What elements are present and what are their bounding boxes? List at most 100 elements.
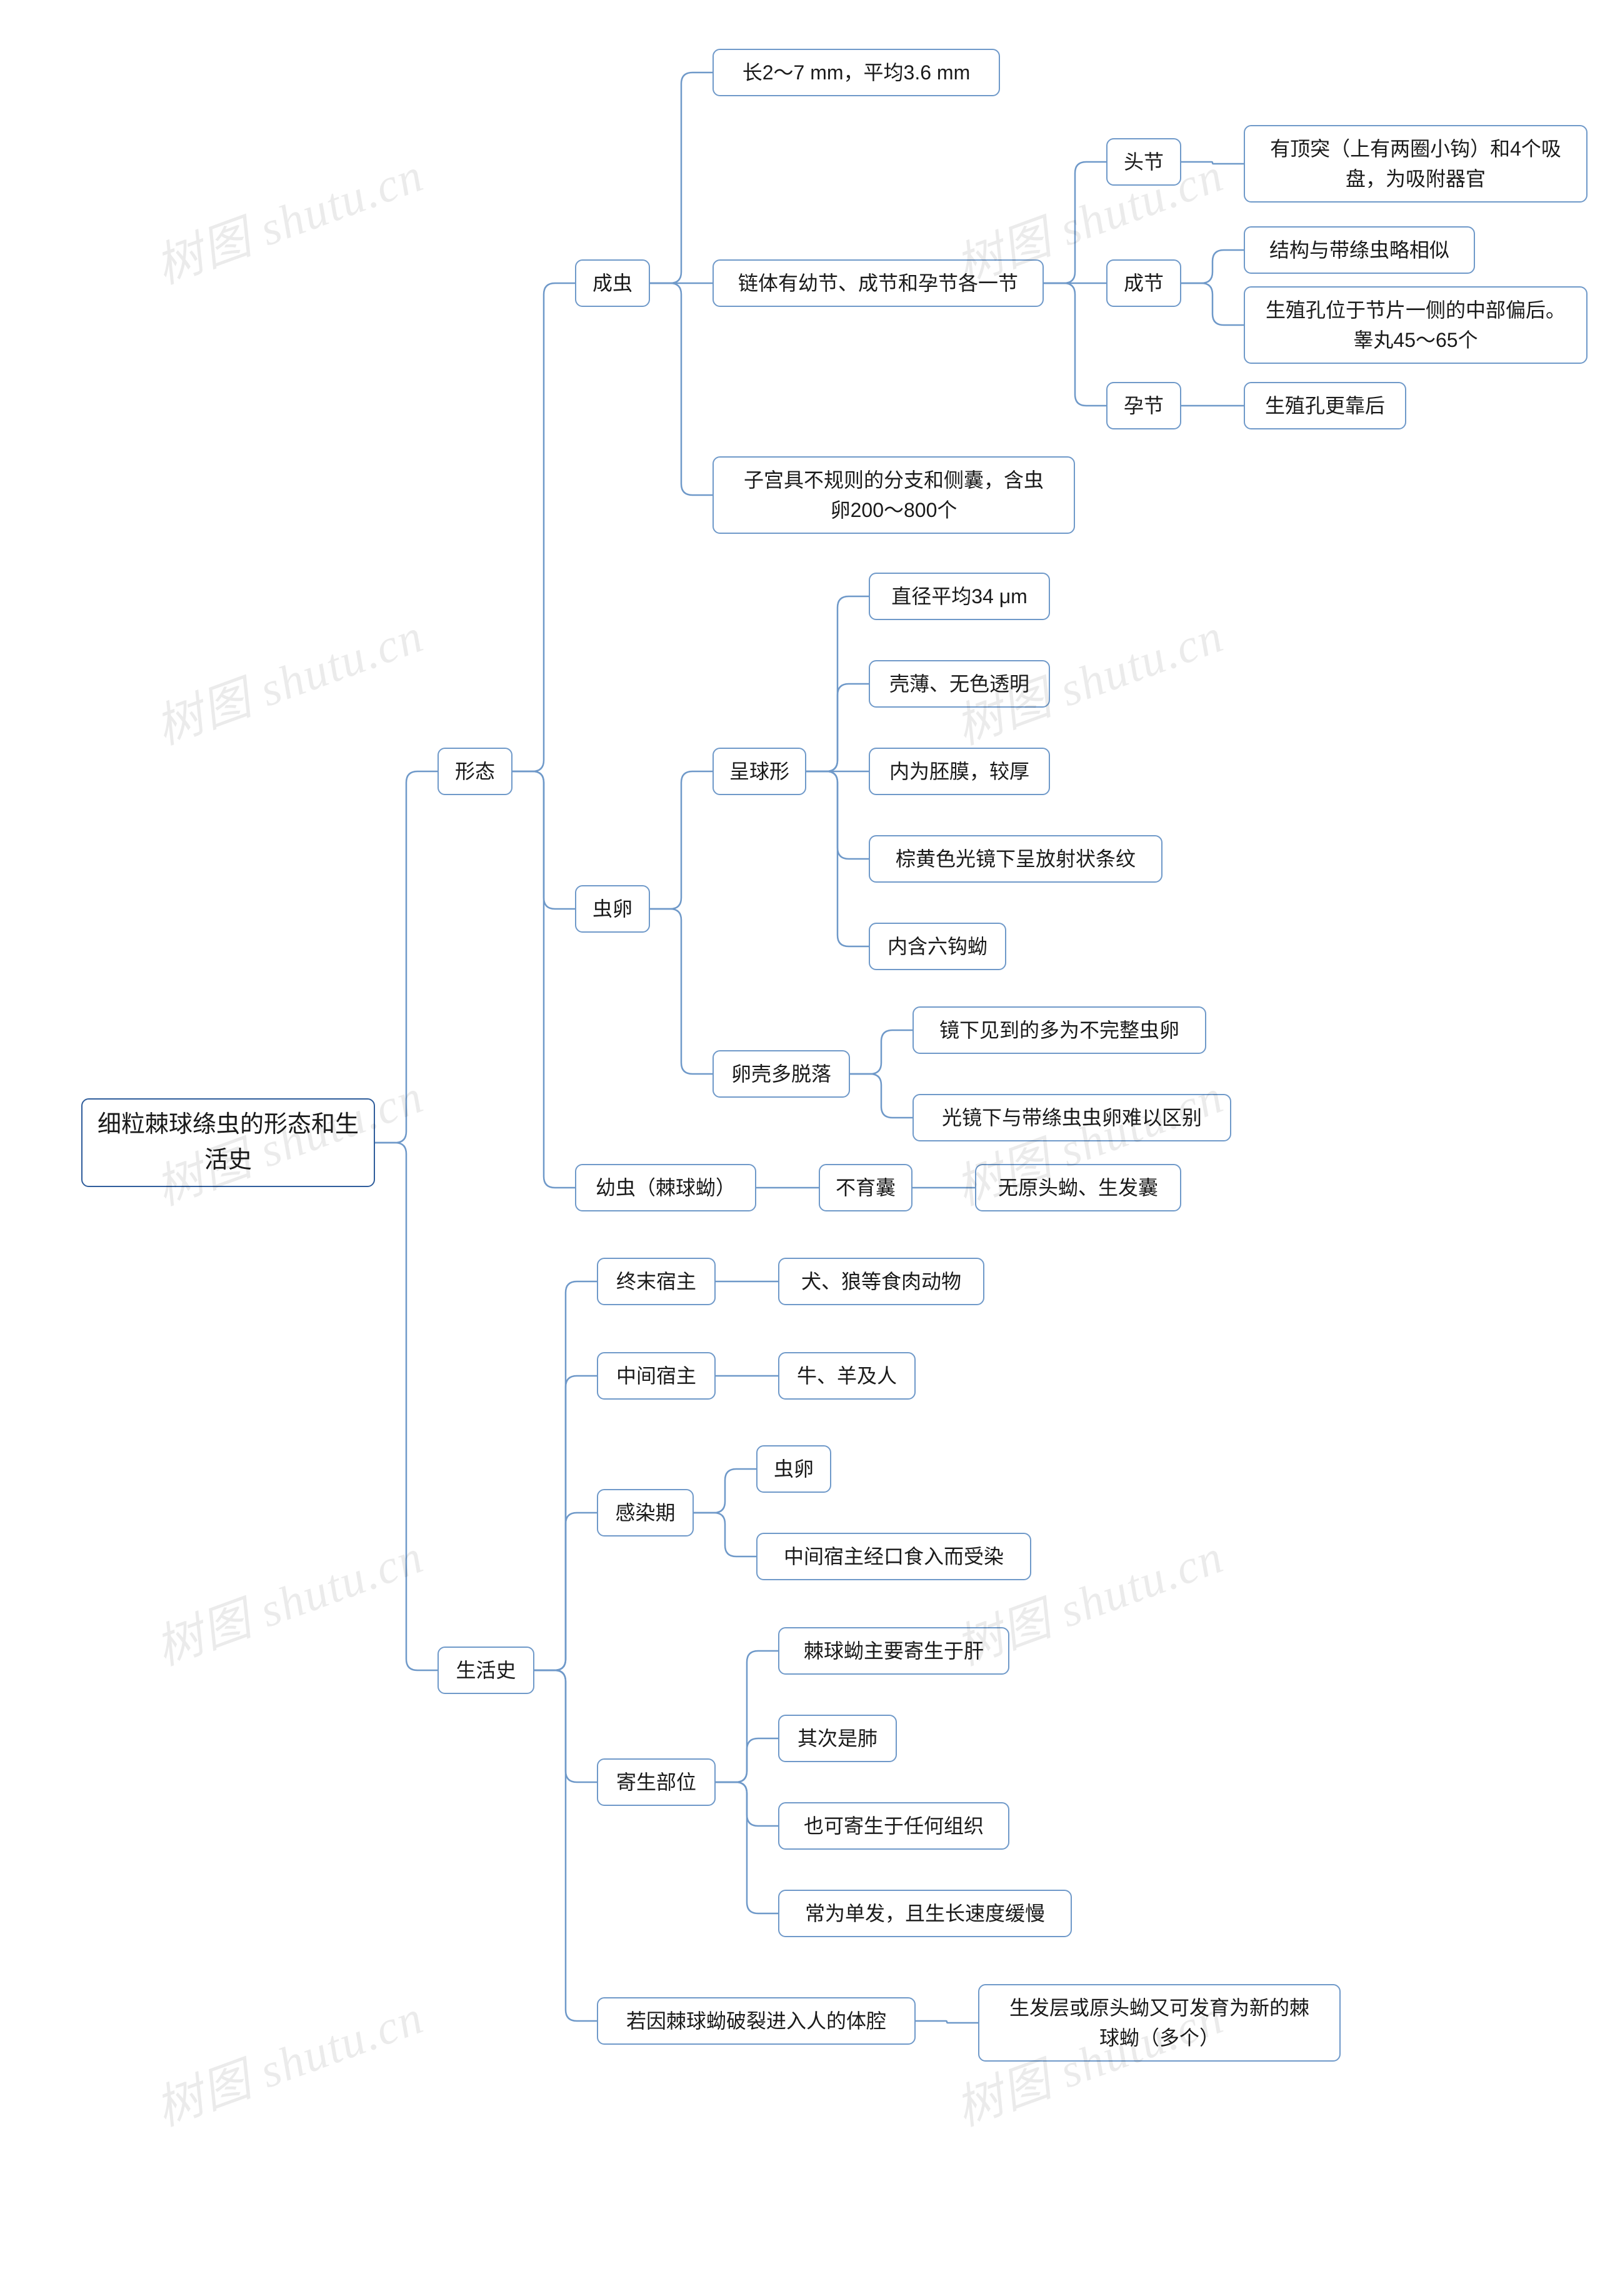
connector [375, 771, 438, 1143]
node-label: 内含六钩蚴 [888, 931, 988, 961]
node-label: 幼虫（棘球蚴） [596, 1173, 736, 1203]
node-label: 常为单发，且生长速度缓慢 [805, 1898, 1045, 1928]
connector [716, 1782, 778, 1913]
node-label: 棘球蚴主要寄生于肝 [804, 1636, 984, 1666]
mindmap-node: 若因棘球蚴破裂进入人的体腔 [597, 1997, 916, 2045]
node-label: 卵壳多脱落 [731, 1059, 831, 1089]
watermark: 树图 shutu.cn [144, 136, 431, 297]
connector [512, 283, 575, 771]
mindmap-node: 棘球蚴主要寄生于肝 [778, 1627, 1009, 1675]
connector [534, 1376, 597, 1670]
mindmap-node: 寄生部位 [597, 1758, 716, 1806]
mindmap-node: 棕黄色光镜下呈放射状条纹 [869, 835, 1162, 883]
connector [650, 73, 712, 283]
node-label: 虫卵 [592, 894, 632, 924]
connector [534, 1281, 597, 1670]
node-label: 生活史 [456, 1655, 516, 1685]
connector [716, 1738, 778, 1782]
mindmap-node: 长2～7 mm，平均3.6 mm [712, 49, 1000, 96]
connector [694, 1469, 756, 1513]
node-label: 生发层或原头蚴又可发育为新的棘球蚴（多个） [1009, 1993, 1309, 2053]
connector [534, 1513, 597, 1670]
mindmap-node: 虫卵 [756, 1445, 831, 1493]
node-label: 内为胚膜，较厚 [889, 756, 1029, 786]
node-label: 感染期 [615, 1498, 675, 1528]
node-label: 生殖孔更靠后 [1265, 391, 1385, 421]
mindmap-node: 壳薄、无色透明 [869, 660, 1050, 708]
connector [1181, 250, 1244, 283]
mindmap-node: 镜下见到的多为不完整虫卵 [912, 1006, 1206, 1054]
node-label: 中间宿主经口食入而受染 [784, 1542, 1004, 1572]
mindmap-node: 犬、狼等食肉动物 [778, 1258, 984, 1305]
connector [512, 771, 575, 909]
node-label: 犬、狼等食肉动物 [801, 1266, 961, 1296]
node-label: 壳薄、无色透明 [889, 669, 1029, 699]
mindmap-node: 子宫具不规则的分支和侧囊，含虫卵200～800个 [712, 456, 1075, 534]
mindmap-node: 形态 [438, 748, 512, 795]
node-label: 寄生部位 [616, 1767, 696, 1797]
node-label: 呈球形 [729, 756, 789, 786]
node-label: 不育囊 [836, 1173, 896, 1203]
node-label: 镜下见到的多为不完整虫卵 [939, 1015, 1179, 1045]
mindmap-node: 光镜下与带绦虫虫卵难以区别 [912, 1094, 1231, 1141]
connector [716, 1651, 778, 1782]
node-label: 子宫具不规则的分支和侧囊，含虫卵200～800个 [744, 465, 1044, 525]
root-node: 细粒棘球绦虫的形态和生活史 [81, 1098, 375, 1187]
mindmap-node: 内含六钩蚴 [869, 923, 1006, 970]
connector [1044, 283, 1106, 406]
mindmap-node: 牛、羊及人 [778, 1352, 916, 1400]
connector [694, 1513, 756, 1557]
node-label: 直径平均34 μm [891, 581, 1028, 611]
node-label: 若因棘球蚴破裂进入人的体腔 [626, 2006, 886, 2036]
mindmap-node: 呈球形 [712, 748, 806, 795]
mindmap-node: 生殖孔位于节片一侧的中部偏后。睾丸45～65个 [1244, 286, 1588, 364]
connector [534, 1670, 597, 1782]
connector [850, 1074, 912, 1118]
mindmap-node: 生殖孔更靠后 [1244, 382, 1406, 429]
mindmap-node: 其次是肺 [778, 1715, 897, 1762]
mindmap-node: 终末宿主 [597, 1258, 716, 1305]
connector [375, 1143, 438, 1670]
mindmap-node: 感染期 [597, 1489, 694, 1537]
mindmap-node: 幼虫（棘球蚴） [575, 1164, 756, 1211]
node-label: 头节 [1124, 147, 1164, 177]
mindmap-node: 孕节 [1106, 382, 1181, 429]
connector [650, 909, 712, 1074]
mindmap-node: 内为胚膜，较厚 [869, 748, 1050, 795]
mindmap-node: 不育囊 [819, 1164, 912, 1211]
node-label: 光镜下与带绦虫虫卵难以区别 [942, 1103, 1202, 1133]
mindmap-node: 成节 [1106, 259, 1181, 307]
watermark: 树图 shutu.cn [144, 1518, 431, 1678]
mindmap-node: 结构与带绦虫略相似 [1244, 226, 1475, 274]
mindmap-node: 链体有幼节、成节和孕节各一节 [712, 259, 1044, 307]
connector [716, 1782, 778, 1826]
connector [806, 771, 869, 859]
watermark: 树图 shutu.cn [144, 597, 431, 758]
node-label: 成节 [1124, 268, 1164, 298]
node-label: 生殖孔位于节片一侧的中部偏后。睾丸45～65个 [1266, 295, 1566, 355]
mindmap-node: 生发层或原头蚴又可发育为新的棘球蚴（多个） [978, 1984, 1341, 2062]
node-label: 链体有幼节、成节和孕节各一节 [738, 268, 1018, 298]
node-label: 孕节 [1124, 391, 1164, 421]
connector [1181, 283, 1244, 325]
mindmap-node: 中间宿主经口食入而受染 [756, 1533, 1031, 1580]
connector [916, 2021, 978, 2023]
mindmap-node: 成虫 [575, 259, 650, 307]
connector [806, 684, 869, 771]
mindmap-node: 生活史 [438, 1647, 534, 1694]
mindmap-node: 无原头蚴、生发囊 [975, 1164, 1181, 1211]
node-label: 成虫 [592, 268, 632, 298]
node-label: 终末宿主 [616, 1266, 696, 1296]
watermark: 树图 shutu.cn [144, 1978, 431, 2139]
connector [850, 1030, 912, 1074]
node-label: 其次是肺 [798, 1723, 878, 1753]
connector [650, 283, 712, 495]
node-label: 结构与带绦虫略相似 [1269, 235, 1449, 265]
connector [806, 771, 869, 946]
node-label: 有顶突（上有两圈小钩）和4个吸盘，为吸附器官 [1270, 134, 1561, 194]
node-label: 虫卵 [774, 1454, 814, 1484]
mindmap-node: 直径平均34 μm [869, 573, 1050, 620]
mindmap-node: 有顶突（上有两圈小钩）和4个吸盘，为吸附器官 [1244, 125, 1588, 203]
connector [512, 771, 575, 1188]
connector [1181, 162, 1244, 164]
